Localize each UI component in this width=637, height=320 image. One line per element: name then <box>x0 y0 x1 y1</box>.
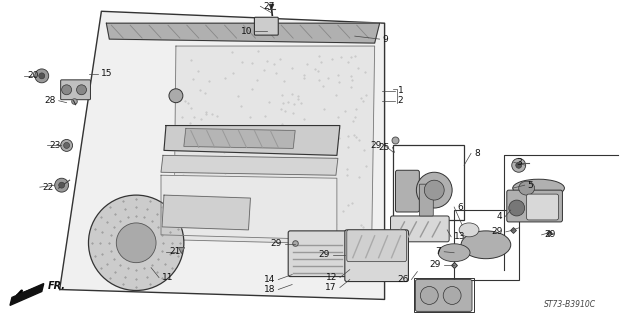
Circle shape <box>62 85 71 95</box>
Text: 29: 29 <box>370 141 382 150</box>
Text: FR.: FR. <box>48 282 66 292</box>
Circle shape <box>64 142 69 148</box>
FancyBboxPatch shape <box>288 231 347 276</box>
FancyBboxPatch shape <box>345 230 408 282</box>
FancyBboxPatch shape <box>507 190 562 222</box>
Text: 15: 15 <box>101 69 113 78</box>
Bar <box>454 210 519 280</box>
FancyBboxPatch shape <box>415 280 472 311</box>
Circle shape <box>509 200 525 216</box>
Text: 3: 3 <box>517 158 522 167</box>
Polygon shape <box>161 155 338 175</box>
Bar <box>415 277 474 312</box>
Polygon shape <box>161 175 337 240</box>
Circle shape <box>39 73 45 79</box>
FancyBboxPatch shape <box>419 184 433 216</box>
Polygon shape <box>174 46 375 245</box>
Text: 13: 13 <box>454 232 466 241</box>
Text: 14: 14 <box>264 275 275 284</box>
Text: 11: 11 <box>162 273 173 282</box>
FancyBboxPatch shape <box>254 17 278 35</box>
Polygon shape <box>10 284 44 305</box>
Text: 9: 9 <box>383 35 389 44</box>
Polygon shape <box>162 195 250 230</box>
Text: 8: 8 <box>474 149 480 158</box>
Text: 29: 29 <box>491 228 503 236</box>
Bar <box>392 145 464 220</box>
Circle shape <box>417 172 452 208</box>
Circle shape <box>55 178 69 192</box>
Text: 1: 1 <box>397 86 403 95</box>
Circle shape <box>420 286 438 304</box>
Text: 4: 4 <box>496 212 502 221</box>
Circle shape <box>443 286 461 304</box>
Ellipse shape <box>519 181 534 195</box>
FancyBboxPatch shape <box>390 216 449 242</box>
Text: 17: 17 <box>326 283 337 292</box>
Text: 18: 18 <box>264 285 275 294</box>
Polygon shape <box>60 11 385 300</box>
Text: 29: 29 <box>271 239 282 248</box>
Polygon shape <box>106 23 380 43</box>
Text: 7: 7 <box>436 247 441 256</box>
Circle shape <box>169 89 183 103</box>
Text: ST73-B3910C: ST73-B3910C <box>545 300 596 309</box>
Text: 29: 29 <box>545 230 556 239</box>
Text: 22: 22 <box>43 183 54 192</box>
Circle shape <box>117 223 156 263</box>
Circle shape <box>59 182 64 188</box>
Text: 5: 5 <box>527 181 533 190</box>
Text: 20: 20 <box>27 71 38 80</box>
Polygon shape <box>184 129 295 148</box>
FancyBboxPatch shape <box>396 170 419 212</box>
Text: 26: 26 <box>397 275 408 284</box>
Circle shape <box>35 69 48 83</box>
Ellipse shape <box>459 223 479 237</box>
Circle shape <box>512 158 526 172</box>
Circle shape <box>89 195 184 291</box>
Text: 28: 28 <box>45 96 55 105</box>
Text: 2: 2 <box>397 96 403 105</box>
Ellipse shape <box>461 231 511 259</box>
Ellipse shape <box>438 244 470 262</box>
Polygon shape <box>164 125 340 155</box>
FancyBboxPatch shape <box>61 80 90 100</box>
Text: 23: 23 <box>50 141 61 150</box>
Text: 12: 12 <box>326 273 337 282</box>
Ellipse shape <box>513 179 564 197</box>
Text: 29: 29 <box>430 260 441 269</box>
Circle shape <box>61 140 73 151</box>
Text: 27: 27 <box>263 2 275 11</box>
Circle shape <box>76 85 87 95</box>
Text: 21: 21 <box>169 247 180 256</box>
Circle shape <box>424 180 444 200</box>
Circle shape <box>516 162 522 168</box>
Text: 25: 25 <box>378 143 390 152</box>
FancyBboxPatch shape <box>347 230 406 262</box>
Text: 29: 29 <box>318 250 330 259</box>
FancyBboxPatch shape <box>527 194 559 220</box>
Text: 6: 6 <box>457 203 463 212</box>
Text: 10: 10 <box>241 27 252 36</box>
